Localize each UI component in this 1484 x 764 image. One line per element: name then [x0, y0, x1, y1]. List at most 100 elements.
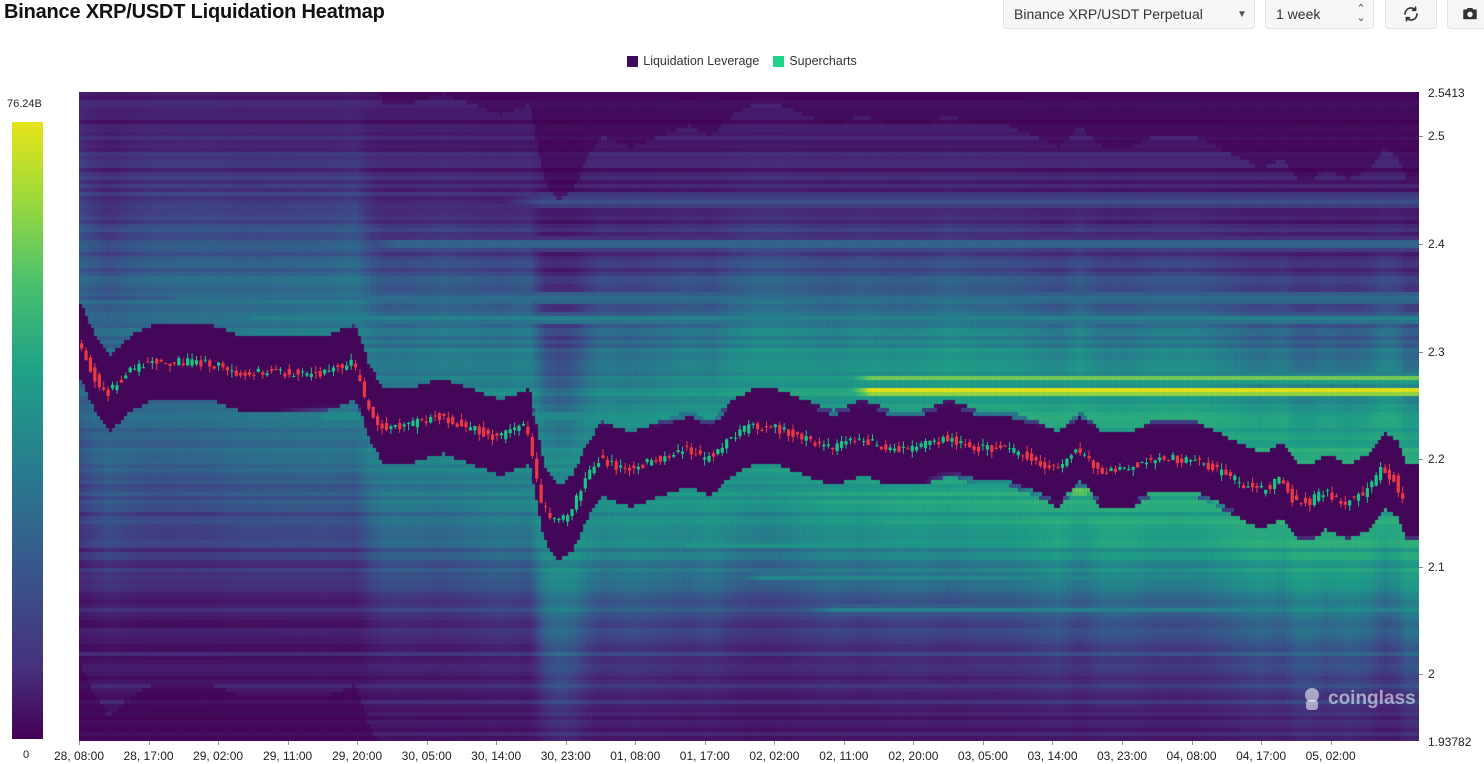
- price-candle: [610, 454, 614, 466]
- legend-item-supercharts[interactable]: Supercharts: [773, 54, 857, 68]
- price-candle: [1325, 488, 1330, 497]
- price-candle: [1180, 453, 1184, 468]
- price-candle: [862, 437, 866, 447]
- price-candle: [1250, 477, 1255, 492]
- price-candle: [323, 368, 327, 376]
- price-candle: [84, 347, 88, 361]
- price-candle: [1065, 457, 1069, 468]
- price-candle: [110, 381, 115, 391]
- screenshot-button[interactable]: [1447, 0, 1484, 29]
- refresh-button[interactable]: [1385, 0, 1437, 29]
- x-tick-mark: [1261, 741, 1263, 745]
- price-candle: [1286, 480, 1290, 494]
- price-candle: [897, 441, 901, 453]
- price-candle: [468, 421, 473, 431]
- time-range-select[interactable]: 1 week ⌃ ⌄: [1265, 0, 1374, 29]
- price-candle: [1074, 448, 1078, 455]
- x-tick-label: 02, 02:00: [749, 749, 800, 763]
- price-candle: [1038, 454, 1043, 469]
- price-candle: [853, 436, 857, 445]
- price-candle: [1003, 444, 1007, 447]
- price-candle: [928, 440, 932, 451]
- price-candle: [981, 438, 985, 451]
- price-candle: [97, 371, 101, 391]
- price-candle: [892, 443, 897, 454]
- price-candle: [592, 461, 596, 476]
- price-candle: [1153, 459, 1157, 470]
- camera-icon: [1462, 8, 1477, 20]
- price-candle: [543, 502, 548, 513]
- x-tick-label: 04, 17:00: [1236, 749, 1287, 763]
- price-candle: [190, 353, 194, 368]
- price-candle: [817, 437, 822, 448]
- price-candle: [557, 517, 561, 524]
- legend-item-liquidation-leverage[interactable]: Liquidation Leverage: [627, 54, 759, 68]
- legend-label: Supercharts: [789, 54, 857, 68]
- price-candle: [93, 363, 97, 388]
- price-candle: [1215, 461, 1219, 472]
- price-candle: [946, 431, 950, 442]
- price-candle: [1392, 471, 1396, 483]
- price-candle: [866, 434, 870, 446]
- y-axis-min-label: 1.93782: [1428, 735, 1472, 749]
- caret-down-icon: ▼: [1237, 8, 1247, 20]
- y-tick-label: 2.4: [1428, 236, 1445, 251]
- price-candle: [884, 439, 888, 453]
- price-candle: [1012, 443, 1016, 455]
- price-candle: [296, 368, 300, 382]
- price-candle: [822, 440, 826, 451]
- price-candle: [583, 472, 587, 493]
- x-tick-label: 01, 17:00: [679, 749, 730, 763]
- price-candle: [786, 428, 791, 442]
- price-candle: [150, 357, 154, 369]
- exchange-pair-select[interactable]: Binance XRP/USDT Perpetual ▼: [1003, 0, 1255, 29]
- price-candle: [658, 454, 663, 466]
- price-candle: [773, 423, 777, 434]
- x-tick-label: 29, 11:00: [263, 749, 313, 763]
- price-candle: [1339, 497, 1343, 508]
- price-candle: [1383, 464, 1387, 474]
- price-candle: [570, 509, 574, 521]
- price-candle: [906, 445, 910, 450]
- price-candle: [915, 442, 919, 453]
- price-candle: [88, 354, 93, 374]
- x-tick-label: 30, 05:00: [401, 749, 452, 763]
- price-candle: [1140, 461, 1144, 464]
- x-tick-label: 30, 14:00: [471, 749, 522, 763]
- price-candle: [716, 448, 720, 456]
- price-candle: [1365, 482, 1369, 503]
- price-candle: [318, 366, 322, 379]
- price-candle: [367, 398, 371, 412]
- y-tick-label: 2.5: [1428, 129, 1445, 144]
- price-candle: [1272, 478, 1277, 495]
- price-candle: [641, 464, 645, 470]
- price-candle: [230, 364, 234, 378]
- heatmap-plot-area[interactable]: [79, 92, 1419, 741]
- price-candle: [694, 447, 698, 457]
- x-tick-mark: [565, 741, 567, 745]
- price-candle: [384, 417, 389, 432]
- price-candle: [835, 439, 839, 456]
- legend-swatch: [627, 55, 639, 67]
- y-tick-mark: [1419, 566, 1423, 568]
- price-candle: [813, 440, 817, 448]
- price-candle: [477, 423, 481, 441]
- price-candle: [331, 364, 336, 377]
- price-candle: [1334, 493, 1339, 498]
- x-tick-mark: [79, 741, 80, 745]
- price-candle: [548, 507, 552, 520]
- y-tick-label: 2.1: [1428, 559, 1445, 574]
- price-candle: [208, 358, 212, 373]
- price-candle: [566, 513, 570, 527]
- price-candle: [1021, 454, 1025, 462]
- price-candle: [809, 435, 813, 443]
- price-candle: [800, 431, 804, 444]
- price-candle: [702, 451, 707, 466]
- price-candle: [623, 463, 627, 474]
- price-candle: [362, 377, 366, 399]
- price-candle: [265, 369, 269, 377]
- x-tick-mark: [913, 741, 915, 745]
- price-candle: [482, 421, 486, 437]
- price-candle: [1237, 476, 1241, 489]
- price-candle: [1370, 479, 1374, 494]
